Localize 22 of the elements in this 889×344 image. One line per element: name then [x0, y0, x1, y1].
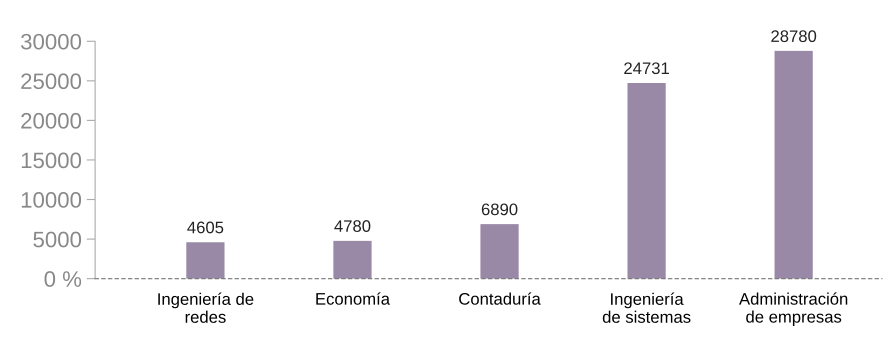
- y-tick-label: 30000: [20, 34, 82, 50]
- x-tick-label: Administración de empresas: [739, 292, 848, 326]
- x-tick-label: Contaduría: [459, 292, 541, 305]
- x-tick-label: Ingeniería de sistemas: [602, 292, 690, 323]
- y-tick-label: 5000: [33, 232, 82, 248]
- y-tick-label: 25000: [21, 73, 82, 90]
- bar: [774, 50, 813, 279]
- bar: [480, 224, 519, 279]
- bar: [186, 242, 225, 279]
- y-tick-label: 20000: [21, 112, 82, 129]
- data-label: 4780: [334, 220, 370, 232]
- data-label: 4605: [187, 222, 224, 234]
- x-tick-label: Ingeniería de redes: [158, 292, 254, 323]
- data-label: 28780: [771, 30, 816, 42]
- data-label: 6890: [482, 203, 518, 216]
- data-label: 24731: [624, 62, 669, 74]
- y-tick-label: 0 %: [44, 271, 82, 287]
- bar: [333, 240, 372, 279]
- bar: [627, 82, 666, 279]
- y-tick-label: 10000: [22, 192, 82, 208]
- y-tick-label: 15000: [22, 152, 82, 168]
- x-tick-label: Economía: [316, 292, 390, 305]
